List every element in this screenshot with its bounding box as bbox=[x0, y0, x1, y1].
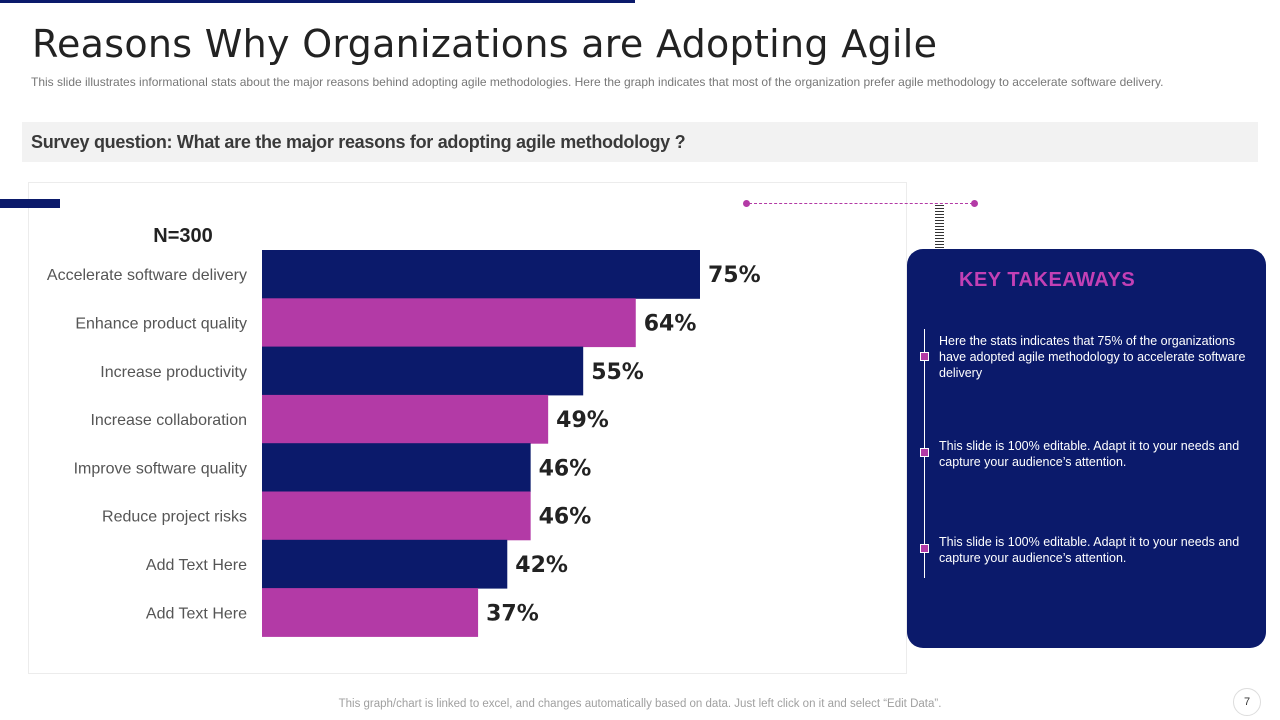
value-label: 55% bbox=[591, 360, 644, 385]
key-takeaways-panel: KEY TAKEAWAYS Here the stats indicates t… bbox=[907, 249, 1266, 648]
slide-subtitle: This slide illustrates informational sta… bbox=[31, 75, 1164, 89]
decorative-dot-left bbox=[743, 200, 750, 207]
bar bbox=[262, 250, 700, 299]
survey-question-box: Survey question: What are the major reas… bbox=[22, 122, 1258, 162]
category-label: Reduce project risks bbox=[102, 509, 247, 526]
category-label: Increase collaboration bbox=[90, 412, 247, 429]
category-label: Accelerate software delivery bbox=[47, 267, 247, 284]
category-label: Increase productivity bbox=[100, 364, 247, 381]
bar bbox=[262, 346, 584, 396]
bullet-square-icon bbox=[920, 448, 929, 457]
bar bbox=[262, 491, 531, 541]
value-label: 46% bbox=[539, 456, 592, 481]
bullet-square-icon bbox=[920, 544, 929, 553]
key-takeaways-title: KEY TAKEAWAYS bbox=[959, 269, 1136, 291]
value-label: 64% bbox=[644, 311, 697, 336]
bar bbox=[262, 443, 531, 492]
footer-note: This graph/chart is linked to excel, and… bbox=[338, 698, 942, 710]
value-label: 75% bbox=[708, 263, 761, 288]
bullet-square-icon bbox=[920, 352, 929, 361]
bar bbox=[262, 539, 508, 589]
takeaway-text: This slide is 100% editable. Adapt it to… bbox=[939, 439, 1240, 469]
bar bbox=[262, 394, 549, 444]
category-label: Improve software quality bbox=[74, 460, 247, 477]
category-label: Add Text Here bbox=[146, 605, 247, 622]
sample-size-label: N=300 bbox=[153, 225, 213, 247]
decorative-dashed-line bbox=[749, 203, 973, 204]
value-label: 46% bbox=[539, 505, 592, 530]
value-label: 49% bbox=[556, 408, 609, 433]
decorative-stripe bbox=[935, 205, 944, 250]
takeaway-text: Here the stats indicates that 75% of the… bbox=[939, 334, 1246, 380]
page-number: 7 bbox=[1233, 688, 1261, 716]
survey-question: Survey question: What are the major reas… bbox=[31, 132, 686, 152]
value-label: 42% bbox=[515, 553, 568, 578]
top-accent-bar bbox=[0, 0, 635, 3]
slide-title: Reasons Why Organizations are Adopting A… bbox=[32, 22, 938, 66]
category-label: Add Text Here bbox=[146, 557, 247, 574]
left-accent-bar bbox=[0, 199, 60, 208]
bar bbox=[262, 298, 636, 348]
category-label: Enhance product quality bbox=[75, 315, 247, 332]
value-label: 37% bbox=[486, 601, 539, 626]
bar bbox=[262, 588, 479, 637]
decorative-dot-right bbox=[971, 200, 978, 207]
takeaway-text: This slide is 100% editable. Adapt it to… bbox=[939, 535, 1240, 565]
